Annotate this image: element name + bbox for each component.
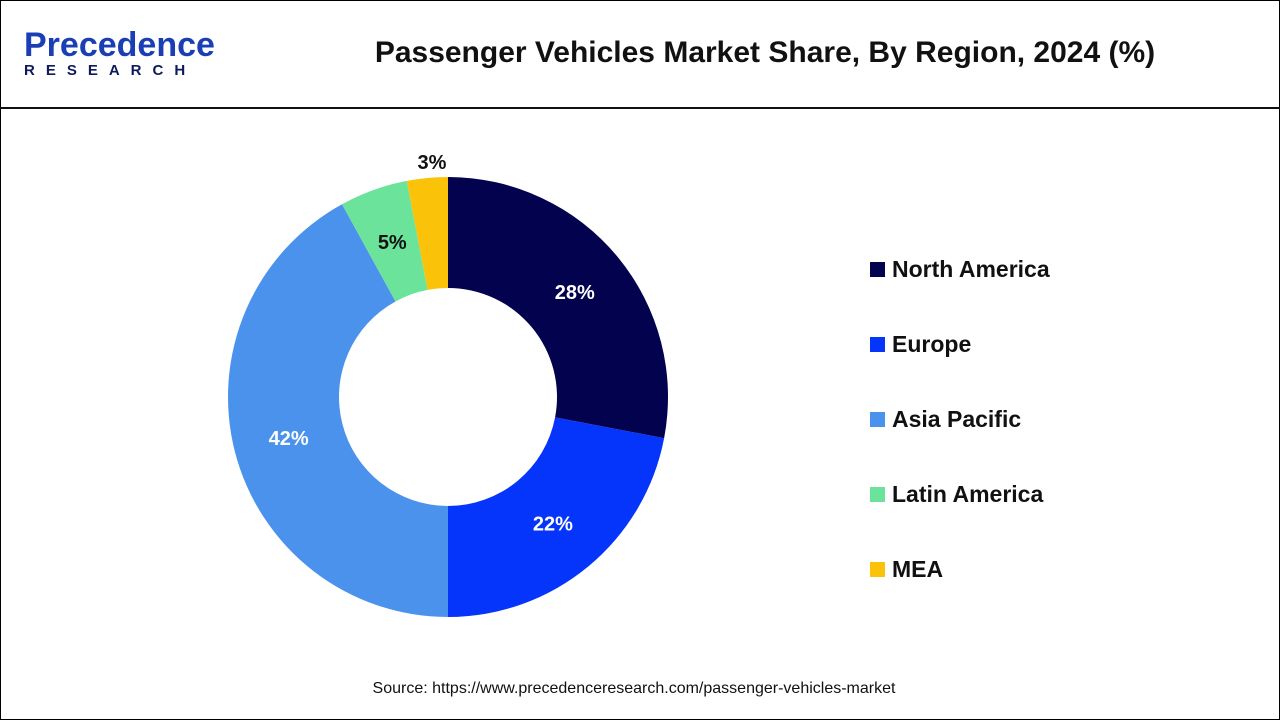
slice-asia-pacific (227, 204, 448, 617)
legend-swatch (870, 487, 885, 502)
legend-item: Europe (870, 307, 1050, 382)
slice-latin-america (342, 180, 428, 302)
legend-label: Europe (892, 331, 972, 357)
data-label: 28% (555, 282, 595, 304)
legend-item: MEA (870, 532, 1050, 607)
data-label: 5% (378, 232, 407, 254)
legend-item: Asia Pacific (870, 382, 1050, 457)
legend-swatch (870, 562, 885, 577)
slice-north-america (448, 177, 668, 439)
legend-item: Latin America (870, 457, 1050, 532)
legend-label: North America (892, 256, 1050, 282)
legend-swatch (870, 262, 885, 277)
source-text: Source: https://www.precedenceresearch.c… (372, 680, 896, 697)
slice-mea (406, 177, 448, 290)
chart-title: Passenger Vehicles Market Share, By Regi… (374, 36, 1156, 69)
legend-swatch (870, 337, 885, 352)
legend-label: Latin America (892, 481, 1044, 507)
precedence-research-logo: Precedence RESEARCH (24, 28, 215, 79)
slice-europe (448, 417, 665, 617)
logo-text-top: Precedence (24, 26, 215, 64)
data-label: 3% (418, 152, 447, 174)
data-label: 22% (533, 514, 573, 536)
legend-swatch (870, 412, 885, 427)
legend: North America Europe Asia Pacific Latin Ame… (870, 232, 1050, 607)
legend-label: MEA (892, 556, 944, 582)
logo-text-bottom: RESEARCH (24, 62, 197, 79)
legend-label: Asia Pacific (892, 406, 1022, 432)
header: Precedence RESEARCH Passenger Vehicles M… (0, 0, 1280, 109)
data-label: 42% (269, 428, 309, 450)
legend-item: North America (870, 232, 1050, 307)
